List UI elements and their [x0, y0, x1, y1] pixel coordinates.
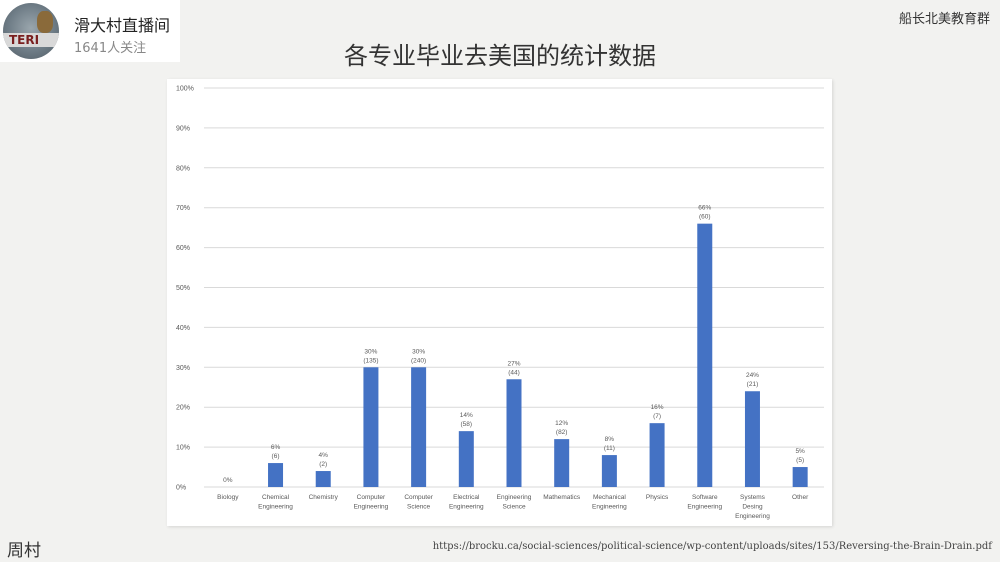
value-label: 4%	[319, 452, 329, 459]
live-channel-card[interactable]: TERI 滑大村直播间 1641人关注	[0, 0, 180, 62]
y-tick-label: 30%	[176, 365, 190, 372]
bar-5	[411, 367, 427, 487]
x-tick-label: Computer	[357, 494, 386, 501]
count-label: (7)	[653, 413, 661, 420]
bar-13	[792, 467, 808, 487]
bar-8	[554, 439, 570, 487]
chart-frame: 0% 10% 20% 30% 40% 50% 60% 70% 80% 90% 100% 0% Biolo…	[167, 79, 832, 526]
count-label: (58)	[461, 421, 473, 428]
bar-7	[506, 379, 522, 487]
y-tick-label: 10%	[176, 445, 190, 452]
bar-chart: 0% 10% 20% 30% 40% 50% 60% 70% 80% 90% 100% 0% Biolo…	[176, 86, 824, 520]
x-tick-label: Systems	[740, 494, 766, 501]
value-label: 30%	[364, 348, 377, 355]
y-tick-label: 50%	[176, 285, 190, 292]
bar-9	[601, 455, 617, 487]
x-tick-label: Engineering	[735, 513, 770, 520]
count-label: (60)	[699, 214, 711, 221]
channel-avatar[interactable]: TERI	[3, 3, 59, 59]
value-label: 12%	[555, 420, 568, 427]
x-tick-label: Physics	[646, 494, 669, 501]
count-label: (82)	[556, 429, 568, 436]
x-tick-label: Science	[502, 504, 526, 511]
x-tick-label: Engineering	[258, 504, 293, 511]
bar-2	[268, 463, 284, 487]
count-label: (21)	[747, 381, 759, 388]
y-tick-label: 20%	[176, 405, 190, 412]
value-label: 5%	[795, 448, 805, 455]
x-tick-label: Chemical	[262, 494, 290, 501]
avatar-sign-text: TERI	[9, 33, 40, 47]
bar-6	[458, 431, 474, 487]
count-label: (6)	[272, 453, 280, 460]
y-tick-label: 100%	[176, 86, 194, 93]
bar-10	[649, 423, 665, 487]
value-label: 8%	[605, 436, 615, 443]
value-label: 27%	[507, 360, 520, 367]
x-tick-label: Engineering	[354, 504, 389, 511]
x-tick-label: Engineering	[592, 504, 627, 511]
bar-12	[744, 391, 760, 487]
bar-4	[363, 367, 379, 487]
value-label: 6%	[271, 444, 281, 451]
count-label: (5)	[796, 457, 804, 464]
x-tick-label: Desing	[742, 504, 763, 511]
bar-11	[697, 223, 713, 487]
x-tick-label: Mathematics	[543, 494, 581, 501]
count-label: (135)	[363, 357, 378, 364]
value-label: 66%	[698, 205, 711, 212]
x-tick-label: Engineering	[687, 504, 722, 511]
avatar-tree-graphic	[37, 11, 53, 33]
follower-count: 1641人关注	[74, 41, 147, 56]
count-label: (240)	[411, 357, 426, 364]
channel-name[interactable]: 滑大村直播间	[74, 16, 171, 35]
x-tick-label: Electrical	[453, 494, 480, 501]
group-name: 船长北美教育群	[898, 12, 990, 27]
y-tick-label: 0%	[176, 485, 186, 492]
x-tick-label: Mechanical	[593, 494, 626, 501]
avatar-sign-strip	[3, 33, 59, 47]
source-url[interactable]: https://brocku.ca/social-sciences/politi…	[432, 541, 992, 552]
count-label: (44)	[508, 369, 520, 376]
value-label: 0%	[223, 477, 233, 484]
x-tick-label: Other	[792, 494, 809, 501]
y-tick-label: 80%	[176, 165, 190, 172]
y-tick-label: 70%	[176, 205, 190, 212]
x-tick-label: Chemistry	[309, 494, 339, 501]
x-tick-label: Engineering	[449, 504, 484, 511]
count-label: (2)	[319, 461, 327, 468]
x-tick-label: Science	[407, 504, 431, 511]
value-label: 16%	[651, 404, 664, 411]
x-tick-label: Computer	[404, 494, 433, 501]
y-tick-label: 60%	[176, 245, 190, 252]
y-tick-label: 40%	[176, 325, 190, 332]
value-label: 24%	[746, 372, 759, 379]
bar-3	[315, 471, 331, 487]
value-label: 14%	[460, 412, 473, 419]
slide-title: 各专业毕业去美国的统计数据	[344, 42, 656, 70]
x-tick-label: Biology	[217, 494, 239, 501]
x-tick-label: Engineering	[497, 494, 532, 501]
value-label: 30%	[412, 348, 425, 355]
author-name: 周村	[7, 541, 41, 561]
count-label: (11)	[604, 445, 615, 452]
y-tick-label: 90%	[176, 125, 190, 132]
x-tick-label: Software	[692, 494, 718, 501]
